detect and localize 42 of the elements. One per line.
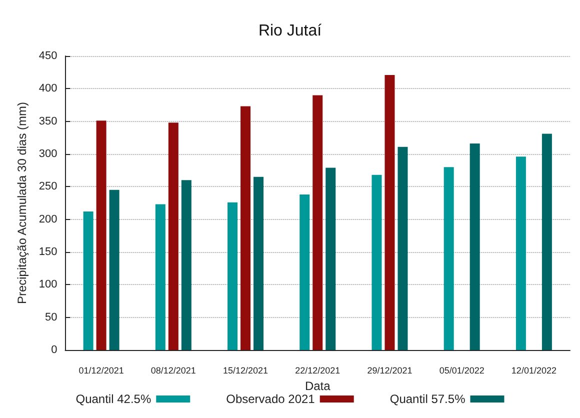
y-axis-title: Precipitação Acumulada 30 dias (mm) — [15, 102, 29, 304]
y-tick-label: 200 — [38, 213, 58, 226]
x-tick-label: 08/12/2021 — [150, 366, 196, 376]
bar — [300, 194, 310, 350]
bar — [254, 176, 264, 350]
chart-title: Rio Jutaí — [258, 22, 322, 40]
bar — [228, 202, 238, 350]
y-tick-label: 100 — [38, 278, 58, 291]
y-tick-label: 150 — [38, 246, 58, 258]
x-tick-label: 29/12/2021 — [367, 366, 412, 376]
bar — [516, 156, 526, 350]
legend-label: Observado 2021 — [226, 392, 316, 406]
y-tick-label: 300 — [38, 148, 58, 160]
bar — [398, 146, 408, 350]
bar — [240, 106, 251, 350]
x-tick-label: 22/12/2021 — [295, 366, 340, 376]
x-tick-label: 05/01/2022 — [439, 366, 484, 376]
x-tick-label: 01/12/2021 — [78, 366, 124, 376]
legend-label: Quantil 42.5% — [76, 392, 152, 406]
bar — [542, 134, 552, 350]
bar — [326, 168, 336, 350]
bar — [470, 144, 480, 350]
bar — [181, 180, 192, 350]
bar — [168, 122, 178, 350]
bar — [444, 167, 454, 350]
y-tick-label: 450 — [38, 50, 58, 62]
y-tick-label: 400 — [38, 82, 58, 95]
y-tick-label: 350 — [38, 115, 58, 128]
x-axis-title: Data — [304, 378, 331, 393]
bar — [83, 211, 94, 350]
bar — [312, 95, 323, 350]
x-tick-label: 12/01/2022 — [511, 366, 556, 376]
bar — [384, 74, 395, 350]
bar — [96, 120, 106, 350]
x-tick-label: 15/12/2021 — [222, 366, 268, 376]
y-tick-label: 0 — [51, 344, 58, 356]
legend-label: Quantil 57.5% — [390, 392, 466, 406]
bar — [372, 174, 382, 350]
y-tick-label: 250 — [38, 180, 58, 193]
bar — [109, 190, 120, 350]
bar — [155, 204, 166, 350]
y-tick-label: 50 — [45, 311, 58, 324]
